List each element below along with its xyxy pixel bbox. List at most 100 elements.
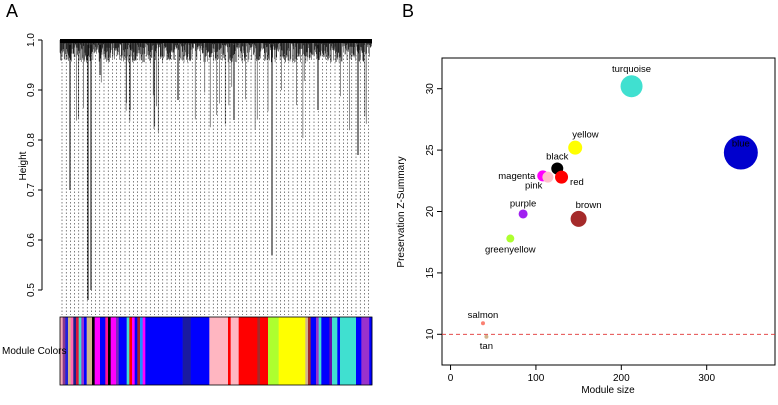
panel-a-dendrogram: A Height 0.5 0.6 0.7 0.8 0.9 1.0 Module Color… [2,1,373,386]
module-color-block [118,317,127,385]
module-point-greenyellow [506,234,515,243]
module-color-block [310,317,317,385]
scatter-axes: 0 100 200 300 10 15 20 25 30 [425,83,775,384]
module-color-block [94,317,101,385]
dendrogram-y-axis-title: Height [18,151,29,180]
dendrogram-y-tick-label: 0.5 [26,283,37,297]
module-colors-label: Module Colors [2,346,66,357]
module-color-block [116,317,119,385]
module-color-block [318,317,322,385]
dendrogram-y-tick-label: 1.0 [26,33,37,47]
scatter-y-tick-label: 10 [425,328,436,340]
module-color-block [361,317,370,385]
module-color-block [340,317,357,385]
module-point-label: greenyellow [485,245,536,256]
module-color-block [257,317,261,385]
module-color-block [278,317,306,385]
dendrogram-y-tick-label: 0.8 [26,133,37,147]
module-color-block [110,317,117,385]
dendrogram-y-tick-label: 0.6 [26,233,37,247]
dendrogram-leaf-guides [61,55,369,315]
scatter-x-tick-label: 300 [698,373,715,384]
module-point-yellow [568,140,583,155]
module-color-block [105,317,109,385]
dendrogram-tree [59,39,372,315]
module-color-block [132,317,135,385]
module-color-block [140,317,143,385]
module-color-block [68,317,71,385]
module-point-pink [542,171,554,183]
scatter-x-tick-label: 200 [613,373,630,384]
module-color-block [305,317,309,385]
module-color-block [332,317,338,385]
module-color-block [73,317,77,385]
module-color-block [182,317,191,385]
module-point-label: brown [576,200,602,211]
module-point-label: magenta [498,171,536,182]
module-color-block [92,317,95,385]
module-color-block [81,317,85,385]
module-color-block [60,317,63,385]
module-color-block [190,317,210,385]
module-color-block [228,317,231,385]
dendrogram-y-tick-label: 0.9 [26,83,37,97]
module-point-turquoise [620,75,643,98]
module-color-block [84,317,87,385]
module-color-block [369,317,373,385]
module-point-label: yellow [572,130,599,141]
module-color-block [78,317,82,385]
module-color-block [108,317,111,385]
module-color-block [86,317,93,385]
module-color-block [65,317,69,385]
module-point-purple [518,209,528,219]
module-color-block [142,317,146,385]
module-point-label: red [570,177,584,188]
module-point-label: blue [732,139,750,150]
scatter-y-tick-label: 15 [425,267,436,279]
module-color-block [337,317,341,385]
module-color-block [70,317,74,385]
scatter-x-axis-title: Module size [581,385,635,396]
module-point-label: tan [480,341,493,352]
module-color-bar [59,316,373,386]
dendrogram-branches [59,40,372,139]
module-color-block [145,317,183,385]
module-color-block [260,317,269,385]
module-color-block [129,317,133,385]
module-point-label: turquoise [612,64,651,75]
panel-b-scatter: B 0 100 200 300 10 15 20 25 30 turquoise blue yell… [396,1,776,396]
module-color-block [62,317,66,385]
module-color-block [76,317,79,385]
scatter-y-tick-label: 30 [425,83,436,95]
module-color-block [356,317,362,385]
module-color-block [321,317,330,385]
module-point-label: salmon [468,310,499,321]
module-color-block [329,317,333,385]
module-point-brown [570,210,587,227]
module-color-bar-border [59,316,373,386]
dendrogram-y-tick-label: 0.7 [26,183,37,197]
module-point-salmon [480,321,485,326]
scatter-y-tick-label: 20 [425,206,436,218]
module-color-block [308,317,311,385]
module-point-label: purple [510,198,536,209]
scatter-y-tick-label: 25 [425,144,436,156]
module-color-block [268,317,279,385]
module-color-block [126,317,130,385]
module-point-label: pink [525,181,543,192]
scatter-y-axis-title: Preservation Z-Summary [396,156,407,267]
dendrogram-y-axis: 0.5 0.6 0.7 0.8 0.9 1.0 [26,33,43,297]
module-color-block [238,317,258,385]
module-point-tan [484,334,489,339]
panel-b-label: B [402,1,414,21]
panel-a-label: A [6,1,18,21]
module-point-label: black [546,152,568,163]
module-color-block [316,317,319,385]
dendrogram-top-merge [60,39,372,43]
module-color-block [209,317,229,385]
module-point-blue [723,135,758,170]
module-point-red [555,170,569,184]
module-color-block [230,317,239,385]
